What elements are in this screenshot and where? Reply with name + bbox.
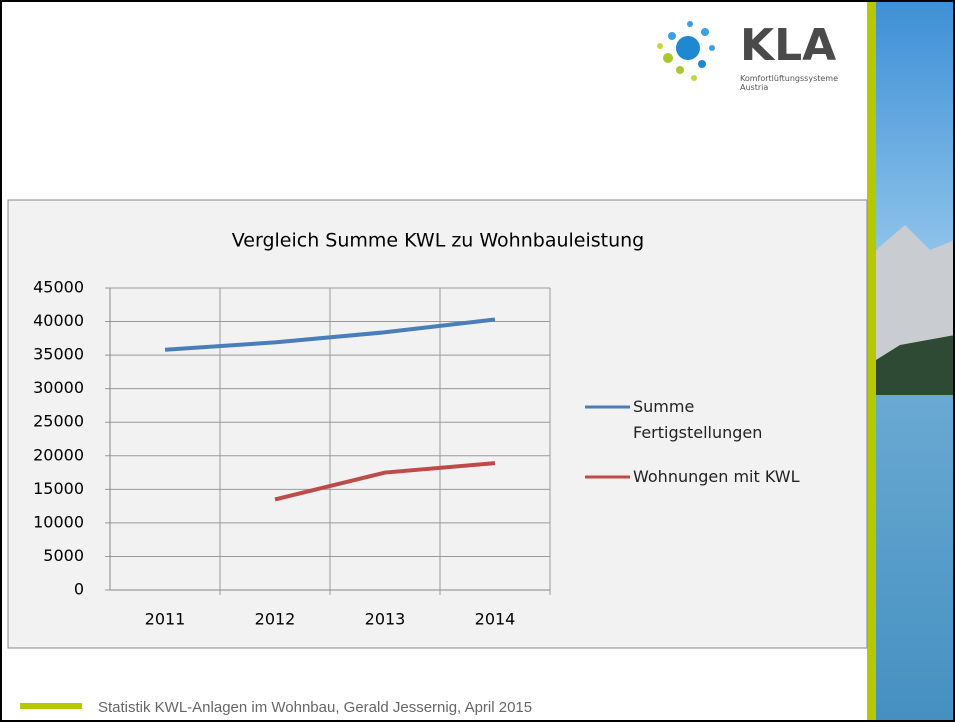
legend-label: Summe Fertigstellungen	[633, 397, 763, 442]
logo-dots	[657, 21, 715, 81]
y-tick-label: 45000	[33, 278, 84, 297]
y-tick-label: 5000	[43, 546, 84, 565]
series-line	[274, 461, 496, 502]
footer-text: Statistik KWL-Anlagen im Wohnbau, Gerald…	[98, 699, 532, 716]
legend-label: Wohnungen mit KWL	[633, 467, 800, 486]
chart-title: Vergleich Summe KWL zu Wohnbauleistung	[232, 230, 645, 252]
y-tick-label: 10000	[33, 512, 84, 531]
mountain	[876, 225, 955, 360]
x-tick-label: 2012	[255, 610, 296, 629]
y-tick-label: 30000	[33, 378, 84, 397]
y-tick-label: 0	[74, 580, 84, 599]
logo-tagline: Komfortlüftungssysteme Austria	[740, 74, 839, 92]
y-tick-label: 20000	[33, 445, 84, 464]
lake	[876, 395, 955, 722]
chart-box	[7, 199, 868, 649]
logo-name: KLA	[740, 20, 836, 71]
x-tick-label: 2014	[475, 610, 516, 629]
y-tick-label: 40000	[33, 311, 84, 330]
footer-bar	[20, 703, 82, 709]
accent-bar	[867, 0, 876, 722]
y-tick-label: 25000	[33, 412, 84, 431]
y-tick-label: 35000	[33, 345, 84, 364]
x-tick-label: 2013	[365, 610, 406, 629]
x-tick-label: 2011	[145, 610, 186, 629]
y-tick-label: 15000	[33, 479, 84, 498]
forest	[876, 335, 955, 395]
series-line	[164, 317, 496, 352]
